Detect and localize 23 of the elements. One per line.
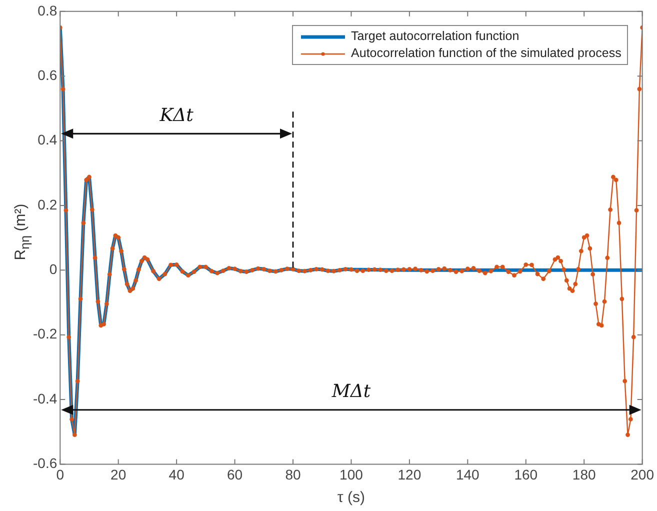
x-tick-label: 200: [630, 466, 654, 482]
x-tick-label: 160: [514, 466, 538, 482]
y-tick-label: 0.4: [38, 132, 58, 148]
x-axis-title: τ (s): [337, 489, 366, 506]
y-tick-label: -0.4: [33, 390, 58, 406]
x-tick-label: 180: [572, 466, 596, 482]
y-tick-label: -0.6: [33, 455, 58, 472]
legend-label: Target autocorrelation function: [351, 28, 520, 46]
x-tick-label: 20: [110, 466, 126, 482]
x-tick-label: 140: [456, 466, 480, 482]
x-tick-label: 40: [168, 466, 185, 482]
y-tick-label: 0.8: [38, 2, 58, 18]
y-tick-label: 0.6: [38, 66, 58, 83]
legend-label: Autocorrelation function of the simulated process: [351, 45, 622, 62]
y-tick-label: 0: [49, 261, 58, 277]
y-tick-label: 0.2: [38, 196, 58, 212]
x-tick-label: 100: [340, 466, 364, 482]
annotation: MΔt: [332, 380, 371, 402]
y-tick-label: -0.2: [33, 326, 58, 342]
x-tick-label: 80: [285, 466, 301, 482]
annotation: KΔt: [160, 104, 194, 126]
x-tick-label: 60: [226, 466, 243, 482]
x-tick-label: 120: [398, 466, 422, 482]
